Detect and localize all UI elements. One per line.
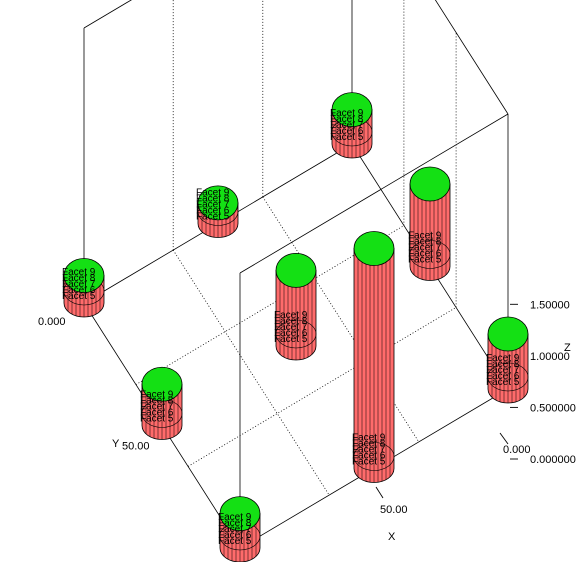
point-label: Facet 5 (274, 334, 308, 345)
tick-label: 0.500000 (530, 402, 576, 414)
tick-label: 50.00 (380, 504, 408, 516)
point-label: Facet 5 (196, 212, 230, 223)
tick-mark (376, 487, 383, 498)
tick-label: 1.50000 (530, 299, 570, 311)
cylinder-top (488, 317, 528, 351)
x-axis-label: X (388, 531, 396, 543)
y-axis-label: Y (112, 438, 120, 450)
point-label: Facet 5 (352, 457, 386, 468)
point-label: Facet 5 (218, 536, 252, 547)
tick-mark (500, 433, 508, 444)
point-label: Facet 5 (62, 291, 96, 302)
box-edge (352, 0, 508, 114)
tick-label: 0.000000 (530, 454, 576, 466)
cylinder-top (354, 232, 394, 266)
point-label: Facet 5 (330, 132, 364, 143)
tick-label: 0.000 (503, 444, 531, 456)
z-axis-label: Z (564, 342, 571, 354)
point-label: Facet 5 (408, 255, 442, 266)
cylinder-top (410, 167, 450, 201)
box-edge (84, 0, 352, 28)
tick-label: 0.000 (38, 316, 66, 328)
tick-label: 50.00 (122, 441, 150, 453)
grid-line (188, 307, 456, 466)
cylinder-top (276, 253, 316, 287)
point-label: Facet 5 (486, 377, 520, 388)
point-label: Facet 5 (140, 414, 174, 425)
